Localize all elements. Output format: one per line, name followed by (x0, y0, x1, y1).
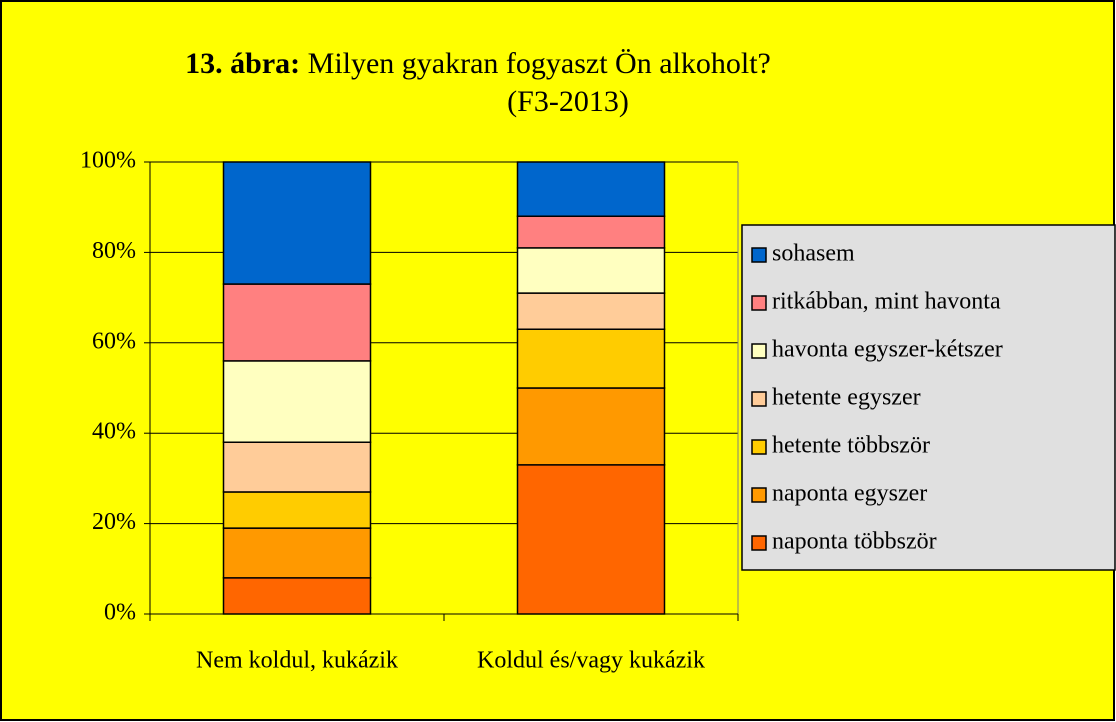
y-tick-label: 80% (92, 238, 136, 264)
y-tick-label: 0% (104, 600, 136, 626)
bar-segment (222, 441, 372, 493)
legend-swatch (751, 391, 767, 407)
legend-swatch (751, 487, 767, 503)
legend-swatch (751, 535, 767, 551)
legend-label: hetente többször (772, 433, 930, 459)
legend-label: sohasem (772, 241, 855, 267)
y-tick-label: 20% (92, 509, 136, 535)
chart-title-line: 13. ábra: Milyen gyakran fogyaszt Ön alk… (185, 47, 771, 80)
legend-label: hetente egyszer (772, 385, 921, 411)
legend-label: naponta egyszer (772, 481, 927, 507)
bar-segment (222, 491, 372, 529)
bar-segment (516, 328, 666, 389)
chart-subtitle: (F3-2013) (507, 85, 629, 118)
legend-swatch (751, 295, 767, 311)
bar-segment (222, 577, 372, 615)
bar-segment (222, 527, 372, 579)
legend-swatch (751, 343, 767, 359)
bar-segment (222, 283, 372, 362)
bar-segment (516, 387, 666, 466)
legend-box (741, 224, 1116, 571)
bar-segment (516, 464, 666, 615)
x-tick-label: Koldul és/vagy kukázik (477, 648, 705, 674)
legend-swatch (751, 439, 767, 455)
y-tick-label: 100% (80, 148, 136, 174)
legend-label: naponta többször (772, 529, 937, 555)
bar-segment (516, 161, 666, 217)
y-tick-label: 40% (92, 419, 136, 445)
bar-segment (222, 161, 372, 285)
bar-segment (222, 360, 372, 443)
y-tick-label: 60% (92, 328, 136, 354)
bar-segment (516, 292, 666, 330)
legend-label: havonta egyszer-kétszer (772, 337, 1003, 363)
title-label: 13. ábra: (185, 47, 300, 80)
x-tick-label: Nem koldul, kukázik (196, 648, 398, 674)
bar-segment (516, 247, 666, 294)
bar-segment (516, 215, 666, 249)
chart-title: Milyen gyakran fogyaszt Ön alkoholt? (308, 47, 771, 80)
legend-swatch (751, 247, 767, 263)
legend-label: ritkábban, mint havonta (772, 289, 1001, 315)
